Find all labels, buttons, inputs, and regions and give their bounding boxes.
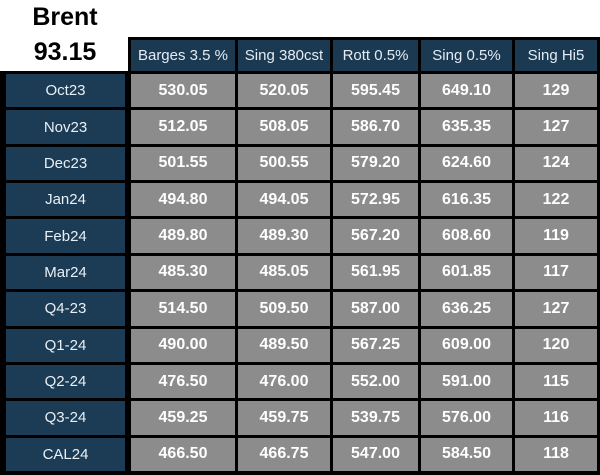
price-cell: 124 xyxy=(515,146,597,181)
row-label: Q2-24 xyxy=(6,364,125,399)
price-cell: 530.05 xyxy=(131,74,235,108)
price-cell: 584.50 xyxy=(421,437,512,471)
table-row: Feb24 489.80 489.30 567.20 608.60 119 xyxy=(6,219,597,253)
price-cell: 466.50 xyxy=(131,437,235,471)
price-cell: 127 xyxy=(515,110,597,144)
price-cell: 459.25 xyxy=(131,401,235,435)
price-cell: 586.70 xyxy=(333,110,418,144)
price-cell: 476.00 xyxy=(238,364,330,399)
price-cell: 609.00 xyxy=(421,328,512,362)
price-cell: 117 xyxy=(515,255,597,290)
price-table-body: Oct23 530.05 520.05 595.45 649.10 129 No… xyxy=(0,71,600,475)
price-cell: 494.05 xyxy=(238,183,330,217)
price-cell: 520.05 xyxy=(238,74,330,108)
brent-title: Brent xyxy=(32,3,98,31)
price-cell: 587.00 xyxy=(333,292,418,326)
price-cell: 494.80 xyxy=(131,183,235,217)
price-cell: 489.50 xyxy=(238,328,330,362)
row-label: Oct23 xyxy=(6,74,125,108)
price-cell: 579.20 xyxy=(333,146,418,181)
price-cell: 601.85 xyxy=(421,255,512,290)
column-header-row: Barges 3.5 % Sing 380cst Rott 0.5% Sing … xyxy=(128,37,600,71)
table-row: Dec23 501.55 500.55 579.20 624.60 124 xyxy=(6,146,597,181)
row-label: Dec23 xyxy=(6,146,125,181)
price-cell: 116 xyxy=(515,401,597,435)
price-cell: 649.10 xyxy=(421,74,512,108)
brent-price: 93.15 xyxy=(33,38,97,66)
table-row: Oct23 530.05 520.05 595.45 649.10 129 xyxy=(6,74,597,108)
table-row: Q2-24 476.50 476.00 552.00 591.00 115 xyxy=(6,364,597,399)
row-label: CAL24 xyxy=(6,437,125,471)
price-cell: 485.05 xyxy=(238,255,330,290)
price-cell: 466.75 xyxy=(238,437,330,471)
price-cell: 572.95 xyxy=(333,183,418,217)
column-header-rott-0-5: Rott 0.5% xyxy=(333,40,418,71)
price-cell: 489.80 xyxy=(131,219,235,253)
price-cell: 552.00 xyxy=(333,364,418,399)
price-cell: 635.35 xyxy=(421,110,512,144)
row-label: Mar24 xyxy=(6,255,125,290)
price-cell: 459.75 xyxy=(238,401,330,435)
price-cell: 122 xyxy=(515,183,597,217)
row-label: Feb24 xyxy=(6,219,125,253)
price-cell: 591.00 xyxy=(421,364,512,399)
price-cell: 547.00 xyxy=(333,437,418,471)
column-header-barges-3-5: Barges 3.5 % xyxy=(131,40,235,71)
price-cell: 119 xyxy=(515,219,597,253)
price-cell: 115 xyxy=(515,364,597,399)
price-cell: 508.05 xyxy=(238,110,330,144)
row-label: Q4-23 xyxy=(6,292,125,326)
brent-quote: Brent 93.15 xyxy=(5,3,125,66)
price-cell: 489.30 xyxy=(238,219,330,253)
table-row: CAL24 466.50 466.75 547.00 584.50 118 xyxy=(6,437,597,471)
price-cell: 514.50 xyxy=(131,292,235,326)
column-header-sing-380cst: Sing 380cst xyxy=(238,40,330,71)
price-cell: 624.60 xyxy=(421,146,512,181)
price-cell: 476.50 xyxy=(131,364,235,399)
row-label: Nov23 xyxy=(6,110,125,144)
row-label: Q1-24 xyxy=(6,328,125,362)
table-row: Q4-23 514.50 509.50 587.00 636.25 127 xyxy=(6,292,597,326)
price-cell: 567.20 xyxy=(333,219,418,253)
price-cell: 129 xyxy=(515,74,597,108)
column-header-sing-0-5: Sing 0.5% xyxy=(421,40,512,71)
row-label: Q3-24 xyxy=(6,401,125,435)
price-cell: 509.50 xyxy=(238,292,330,326)
table-row: Nov23 512.05 508.05 586.70 635.35 127 xyxy=(6,110,597,144)
price-cell: 539.75 xyxy=(333,401,418,435)
price-cell: 616.35 xyxy=(421,183,512,217)
table-row: Q1-24 490.00 489.50 567.25 609.00 120 xyxy=(6,328,597,362)
price-cell: 636.25 xyxy=(421,292,512,326)
price-cell: 127 xyxy=(515,292,597,326)
column-header-sing-hi5: Sing Hi5 xyxy=(515,40,597,71)
price-cell: 500.55 xyxy=(238,146,330,181)
price-cell: 567.25 xyxy=(333,328,418,362)
price-cell: 561.95 xyxy=(333,255,418,290)
table-row: Jan24 494.80 494.05 572.95 616.35 122 xyxy=(6,183,597,217)
price-cell: 118 xyxy=(515,437,597,471)
price-cell: 595.45 xyxy=(333,74,418,108)
price-cell: 576.00 xyxy=(421,401,512,435)
price-cell: 490.00 xyxy=(131,328,235,362)
row-label: Jan24 xyxy=(6,183,125,217)
table-row: Q3-24 459.25 459.75 539.75 576.00 116 xyxy=(6,401,597,435)
table-row: Mar24 485.30 485.05 561.95 601.85 117 xyxy=(6,255,597,290)
price-cell: 608.60 xyxy=(421,219,512,253)
price-cell: 501.55 xyxy=(131,146,235,181)
price-cell: 120 xyxy=(515,328,597,362)
price-cell: 485.30 xyxy=(131,255,235,290)
price-cell: 512.05 xyxy=(131,110,235,144)
